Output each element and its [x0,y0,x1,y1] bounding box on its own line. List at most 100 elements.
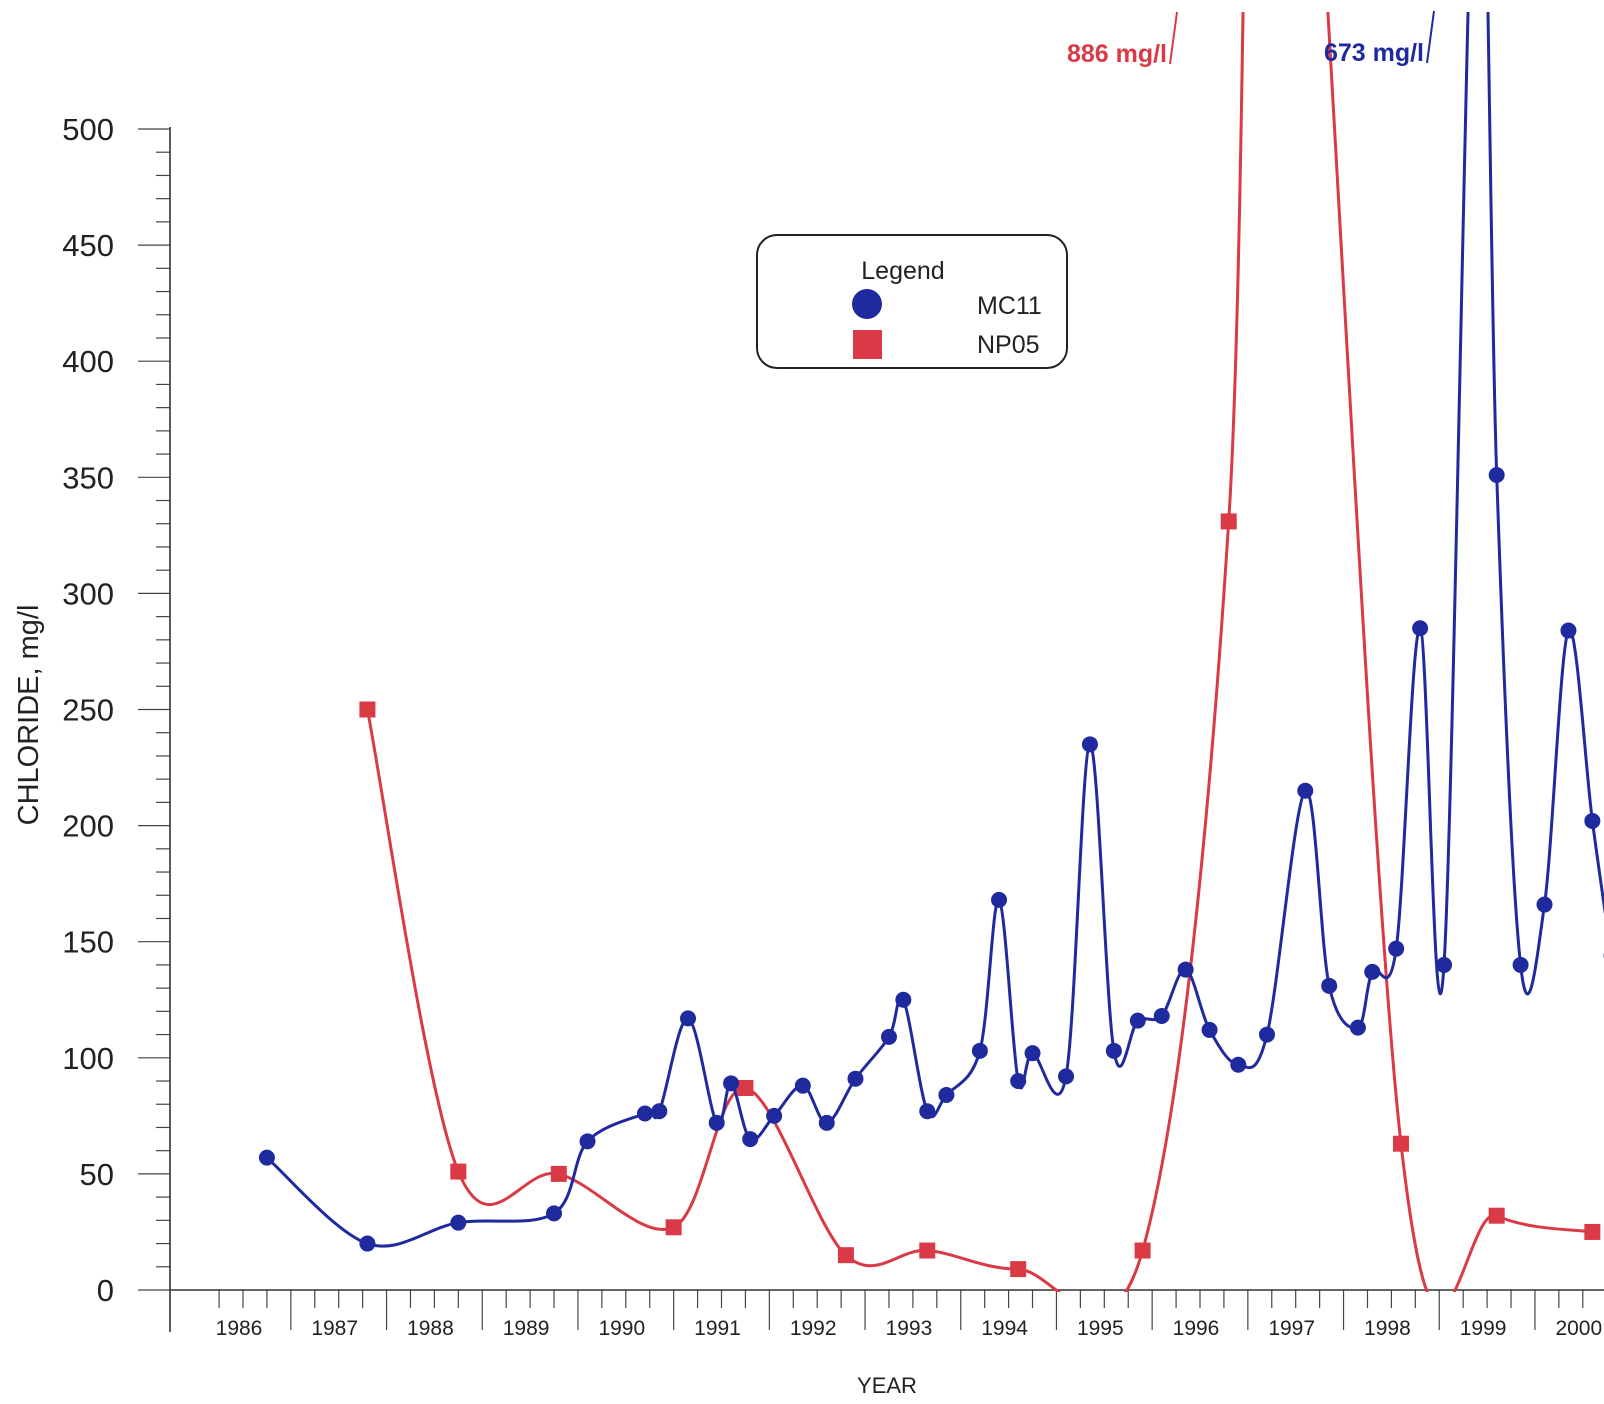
data-point-mc11 [450,1214,467,1231]
legend-title: Legend [861,257,944,285]
y-tick-label: 0 [97,1273,114,1308]
data-point-mc11 [1129,1012,1146,1029]
data-point-mc11 [1364,963,1381,980]
data-point-mc11 [1081,736,1098,753]
x-axis-ticks: 1986 1987 1988 1989 1990 1991 1992 1993 1994 1995… [216,1290,1602,1340]
data-point-mc11 [1058,1068,1075,1085]
data-point-mc11 [991,891,1008,908]
data-point-mc11 [742,1131,759,1148]
data-point-np05 [1584,1223,1601,1240]
data-point-mc11 [1412,620,1429,637]
data-point-np05 [919,1242,936,1259]
series-layer [258,12,1604,1292]
data-point-np05 [359,701,376,718]
data-point-mc11 [1201,1021,1218,1038]
data-point-mc11 [708,1114,725,1131]
x-tick-label: 1994 [981,1317,1028,1340]
data-point-mc11 [880,1028,897,1045]
data-point-mc11 [1321,977,1338,994]
data-point-mc11 [1153,1008,1170,1025]
y-tick-label: 200 [62,809,114,844]
off-scale-label-np05: 886 mg/l [1067,40,1167,68]
x-tick-label: 1987 [311,1317,358,1340]
data-point-np05 [1392,1135,1409,1152]
data-point-np05 [1488,1207,1505,1224]
x-tick-label: 1990 [598,1317,645,1340]
y-axis-title: CHLORIDE, mg/l [13,605,45,826]
x-tick-label: 1998 [1364,1317,1411,1340]
data-point-mc11 [1258,1026,1275,1043]
data-point-mc11 [1010,1073,1027,1090]
x-tick-label: 1986 [216,1317,263,1340]
legend-marker-mc11 [852,289,882,319]
data-point-np05 [737,1079,754,1096]
data-point-mc11 [1560,622,1577,639]
data-point-mc11 [1177,961,1194,978]
y-tick-label: 500 [62,112,114,147]
y-tick-label: 100 [62,1041,114,1076]
data-point-np05 [1134,1242,1151,1259]
x-tick-label: 1989 [503,1317,550,1340]
y-axis-ticks: 0 50 100 150 200 250 300 350 400 450 500 [62,112,170,1308]
data-point-mc11 [636,1105,653,1122]
y-tick-label: 50 [80,1157,114,1192]
legend-box [756,234,1068,369]
data-point-mc11 [1105,1042,1122,1059]
data-point-np05 [665,1219,682,1236]
data-point-mc11 [546,1205,563,1222]
data-point-mc11 [579,1133,596,1150]
data-point-np05 [1010,1261,1027,1278]
annotation-layer: 673 mg/l 886 mg/l [1067,10,1435,68]
legend-label-np05: NP05 [977,331,1040,359]
y-tick-label: 400 [62,344,114,379]
data-point-mc11 [680,1010,697,1027]
x-tick-label: 1992 [790,1317,837,1340]
x-tick-label: 2000 [1555,1317,1602,1340]
x-tick-label: 1993 [886,1317,933,1340]
data-point-np05 [450,1163,467,1180]
data-point-mc11 [794,1077,811,1094]
data-point-mc11 [1230,1056,1247,1073]
data-point-mc11 [971,1042,988,1059]
legend: Legend MC11 NP05 [756,234,1068,369]
data-point-mc11 [1297,782,1314,799]
y-tick-label: 350 [62,460,114,495]
x-tick-label: 1991 [694,1317,741,1340]
x-tick-label: 1996 [1173,1317,1220,1340]
data-point-mc11 [1584,812,1601,829]
data-point-mc11 [895,991,912,1008]
y-tick-label: 450 [62,228,114,263]
legend-marker-np05 [853,330,882,359]
data-point-np05 [550,1165,567,1182]
y-tick-label: 250 [62,693,114,728]
data-point-mc11 [359,1235,376,1252]
x-tick-label: 1997 [1268,1317,1315,1340]
x-tick-label: 1988 [407,1317,454,1340]
data-point-mc11 [938,1086,955,1103]
data-point-np05 [837,1247,854,1264]
off-scale-marker-np05 [1169,11,1178,65]
legend-label-mc11: MC11 [977,292,1042,320]
x-axis-title: YEAR [857,1373,917,1398]
x-tick-label: 1999 [1460,1317,1507,1340]
off-scale-label-mc11: 673 mg/l [1324,39,1424,67]
data-point-mc11 [1536,896,1553,913]
data-point-mc11 [258,1149,275,1166]
data-point-mc11 [1388,940,1405,957]
y-tick-label: 150 [62,925,114,960]
data-point-mc11 [919,1103,936,1120]
data-point-np05 [1220,513,1237,530]
data-point-mc11 [847,1070,864,1087]
y-tick-label: 300 [62,576,114,611]
data-point-mc11 [818,1114,835,1131]
data-point-mc11 [766,1107,783,1124]
series-line-mc11 [265,12,1604,1248]
data-point-mc11 [723,1075,740,1092]
data-point-mc11 [1488,466,1505,483]
data-point-mc11 [1512,956,1529,973]
data-point-mc11 [1024,1045,1041,1062]
data-point-mc11 [651,1103,668,1120]
series-line-np05 [365,12,1593,1292]
off-scale-marker-mc11 [1426,10,1435,64]
